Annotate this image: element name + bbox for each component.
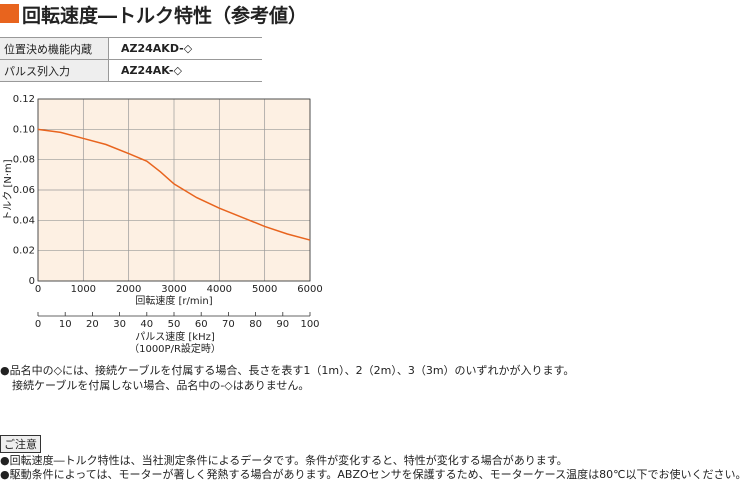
y-tick-label: 0.12 bbox=[13, 94, 35, 105]
y-tick-label: 0 bbox=[29, 276, 35, 287]
x2-tick-label: 20 bbox=[86, 319, 99, 330]
model-table: 位置決め機能内蔵 AZ24AKD-◇ パルス列入力 AZ24AK-◇ bbox=[0, 37, 262, 82]
title: 回転速度―トルク特性（参考値） bbox=[22, 5, 308, 27]
x2-tick-label: 70 bbox=[222, 319, 235, 330]
x2-tick-label: 80 bbox=[249, 319, 262, 330]
chart: 00.020.040.060.080.100.120 1000 2000 3000 40… bbox=[2, 94, 323, 355]
x2-axis-sublabel: （1000P/R設定時） bbox=[129, 342, 221, 355]
x2-tick-label: 100 bbox=[300, 319, 319, 330]
x2-tick-label: 30 bbox=[113, 319, 126, 330]
y-tick-label: 0.08 bbox=[13, 155, 35, 166]
x2-tick-label: 50 bbox=[168, 319, 181, 330]
x2-tick-label: 90 bbox=[276, 319, 289, 330]
x2-tick-label: 60 bbox=[195, 319, 208, 330]
note: ●品名中の◇には、接続ケーブルを付属する場合、長さを表す1（1m）、2（2m）、… bbox=[0, 364, 575, 377]
x-tick-label: 3000 bbox=[161, 284, 186, 295]
y-tick-label: 0.10 bbox=[13, 124, 35, 135]
title-marker bbox=[0, 4, 19, 23]
x-tick-label: 2000 bbox=[116, 284, 141, 295]
table-row: パルス列入力 AZ24AK-◇ bbox=[0, 59, 262, 82]
y-axis-label: トルク [N·m] bbox=[2, 159, 14, 220]
x2-axis-label: パルス速度 [kHz] bbox=[135, 330, 215, 343]
x-tick-label: 6000 bbox=[297, 284, 322, 295]
note: 接続ケーブルを付属しない場合、品名中の-◇はありません。 bbox=[12, 379, 310, 392]
torque-curve bbox=[37, 128, 311, 241]
cell: パルス列入力 bbox=[0, 59, 109, 82]
cell: AZ24AK-◇ bbox=[108, 59, 262, 82]
table-row: 位置決め機能内蔵 AZ24AKD-◇ bbox=[0, 37, 262, 60]
x-tick-label: 4000 bbox=[207, 284, 232, 295]
x-tick-label: 0 bbox=[35, 284, 41, 295]
x-axis-label: 回転速度 [r/min] bbox=[135, 294, 212, 307]
caution-line: ●回転速度―トルク特性は、当社測定条件によるデータです。条件が変化すると、特性が… bbox=[0, 454, 568, 467]
caution-title: ご注意 bbox=[0, 435, 41, 453]
plot-frame bbox=[37, 98, 311, 282]
cell: AZ24AKD-◇ bbox=[108, 37, 262, 60]
cell: 位置決め機能内蔵 bbox=[0, 37, 109, 60]
y-tick-label: 0.04 bbox=[13, 215, 35, 226]
x2-tick-label: 0 bbox=[35, 319, 41, 330]
x-tick-label: 5000 bbox=[252, 284, 277, 295]
y-tick-label: 0.06 bbox=[13, 185, 35, 196]
x-tick-label: 1000 bbox=[71, 284, 96, 295]
caution-line: ●駆動条件によっては、モーターが著しく発熱する場合があります。ABZOセンサを保… bbox=[0, 468, 746, 481]
x2-tick-label: 10 bbox=[59, 319, 72, 330]
x2-tick-label: 40 bbox=[140, 319, 153, 330]
y-tick-label: 0.02 bbox=[13, 246, 35, 257]
